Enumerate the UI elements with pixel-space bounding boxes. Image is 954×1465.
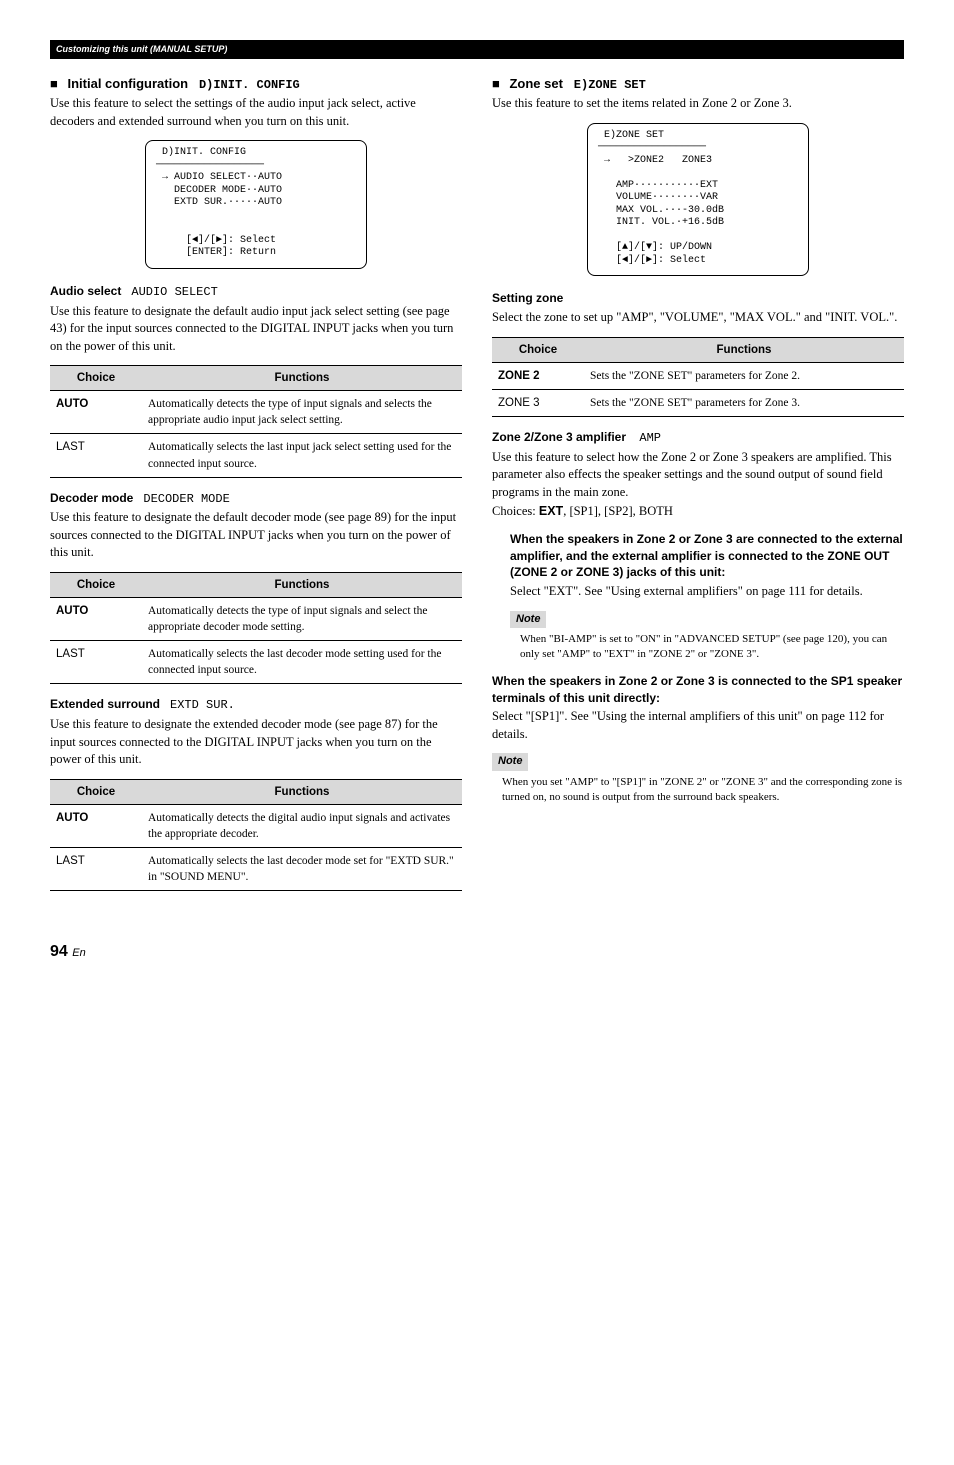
cell-val: Automatically detects the digital audio … [142,804,462,847]
audio-select-table: Choice Functions AUTO Automatically dete… [50,365,462,477]
table-row: AUTO Automatically detects the digital a… [50,804,462,847]
audio-select-lcd: AUDIO SELECT [131,285,217,299]
cell-val: Automatically selects the last decoder m… [142,641,462,684]
note-label: Note [510,611,546,628]
initial-config-label: Initial configuration [67,76,188,91]
cell-val: Sets the "ZONE SET" parameters for Zone … [584,389,904,416]
cell-val: Sets the "ZONE SET" parameters for Zone … [584,362,904,389]
table-row: ZONE 3 Sets the "ZONE SET" parameters fo… [492,389,904,416]
extd-sur-title: Extended surround EXTD SUR. [50,696,462,714]
col-choice: Choice [492,337,584,362]
zone-set-lcd: E)ZONE SET [574,78,646,92]
cell-key: AUTO [50,598,142,641]
left-column: ■ Initial configuration D)INIT. CONFIG U… [50,69,462,902]
extd-sur-table: Choice Functions AUTO Automatically dete… [50,779,462,891]
zone-amp-block2-title: When the speakers in Zone 2 or Zone 3 is… [492,673,904,707]
setting-zone-body: Select the zone to set up "AMP", "VOLUME… [492,309,904,327]
table-row: LAST Automatically selects the last deco… [50,641,462,684]
initial-config-body: Use this feature to select the settings … [50,95,462,130]
col-choice: Choice [50,366,142,391]
content-columns: ■ Initial configuration D)INIT. CONFIG U… [50,69,904,902]
col-choice: Choice [50,572,142,597]
setting-zone-table: Choice Functions ZONE 2 Sets the "ZONE S… [492,337,904,417]
table-header-row: Choice Functions [50,779,462,804]
initial-config-lcd: D)INIT. CONFIG [199,78,300,92]
zone-amp-choices: Choices: EXT, [SP1], [SP2], BOTH [492,503,904,521]
right-column: ■ Zone set E)ZONE SET Use this feature t… [492,69,904,902]
cell-val: Automatically selects the last input jac… [142,434,462,477]
zone-amp-block2-body: Select "[SP1]". See "Using the internal … [492,708,904,743]
extd-sur-body: Use this feature to designate the extend… [50,716,462,769]
initial-config-lcd-box: D)INIT. CONFIG ────────────────── → AUDI… [145,140,367,269]
choices-rest: , [SP1], [SP2], BOTH [563,504,673,518]
cell-key: ZONE 3 [492,389,584,416]
zone-amp-body: Use this feature to select how the Zone … [492,449,904,502]
zone-amp-block1-title: When the speakers in Zone 2 or Zone 3 ar… [510,531,904,581]
cell-key: LAST [50,434,142,477]
choices-bold: EXT [539,504,563,518]
zone-set-lcd-box: E)ZONE SET ────────────────── → >ZONE2 Z… [587,123,809,277]
table-header-row: Choice Functions [50,366,462,391]
note-label: Note [492,753,528,770]
zone-amp-lcd: AMP [639,431,661,445]
col-choice: Choice [50,779,142,804]
zone-amp-block1-body: Select "EXT". See "Using external amplif… [510,583,904,601]
page-number-suffix: En [72,947,85,959]
cell-key: AUTO [50,391,142,434]
cell-key: LAST [50,848,142,891]
cell-key: AUTO [50,804,142,847]
cell-val: Automatically selects the last decoder m… [142,848,462,891]
col-functions: Functions [142,779,462,804]
zone-amp-note2: When you set "AMP" to "[SP1]" in "ZONE 2… [502,775,904,806]
page-number-value: 94 [50,943,68,960]
col-functions: Functions [584,337,904,362]
col-functions: Functions [142,572,462,597]
cell-val: Automatically detects the type of input … [142,598,462,641]
audio-select-label: Audio select [50,284,121,298]
extd-sur-label: Extended surround [50,697,160,711]
zone-amp-title: Zone 2/Zone 3 amplifier AMP [492,429,904,447]
decoder-mode-table: Choice Functions AUTO Automatically dete… [50,572,462,684]
page-number: 94 En [50,941,904,963]
decoder-mode-lcd: DECODER MODE [143,492,229,506]
table-row: ZONE 2 Sets the "ZONE SET" parameters fo… [492,362,904,389]
decoder-mode-label: Decoder mode [50,491,133,505]
extd-sur-lcd: EXTD SUR. [170,698,235,712]
audio-select-body: Use this feature to designate the defaul… [50,303,462,356]
table-header-row: Choice Functions [492,337,904,362]
table-row: LAST Automatically selects the last inpu… [50,434,462,477]
decoder-mode-title: Decoder mode DECODER MODE [50,490,462,508]
zone-set-title: ■ Zone set E)ZONE SET [492,75,904,94]
table-row: LAST Automatically selects the last deco… [50,848,462,891]
cell-val: Automatically detects the type of input … [142,391,462,434]
setting-zone-title: Setting zone [492,290,904,307]
table-header-row: Choice Functions [50,572,462,597]
cell-key: LAST [50,641,142,684]
choices-label: Choices: [492,504,539,518]
square-bullet: ■ [50,76,58,91]
zone-set-body: Use this feature to set the items relate… [492,95,904,113]
header-bar: Customizing this unit (MANUAL SETUP) [50,40,904,59]
zone-amp-label: Zone 2/Zone 3 amplifier [492,430,626,444]
zone-set-label: Zone set [509,76,562,91]
zone-amp-note1: When "BI-AMP" is set to "ON" in "ADVANCE… [520,632,904,663]
cell-key: ZONE 2 [492,362,584,389]
audio-select-title: Audio select AUDIO SELECT [50,283,462,301]
table-row: AUTO Automatically detects the type of i… [50,598,462,641]
square-bullet: ■ [492,76,500,91]
decoder-mode-body: Use this feature to designate the defaul… [50,509,462,562]
initial-config-title: ■ Initial configuration D)INIT. CONFIG [50,75,462,94]
table-row: AUTO Automatically detects the type of i… [50,391,462,434]
col-functions: Functions [142,366,462,391]
